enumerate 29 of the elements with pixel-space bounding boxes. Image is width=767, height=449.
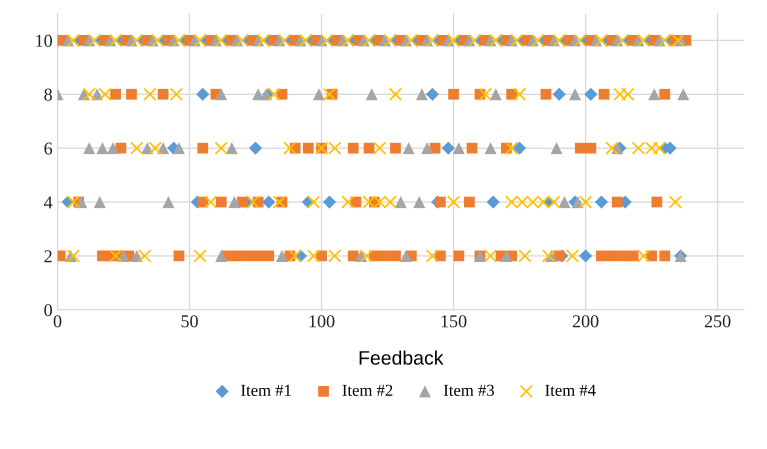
y-tick-label: 0 — [44, 304, 52, 316]
point — [442, 142, 455, 155]
x-tick-label: 100 — [310, 315, 334, 328]
legend-label: Item #4 — [545, 384, 596, 396]
x-tick-label: 50 — [182, 315, 198, 328]
point — [512, 142, 526, 155]
y-tick-label: 2 — [44, 250, 52, 262]
point — [578, 249, 592, 263]
legend-label: Item #2 — [342, 384, 392, 396]
x-tick-label: 150 — [442, 315, 466, 328]
y-tick-label: 4 — [44, 196, 52, 208]
legend-label: Item #3 — [444, 384, 494, 396]
point — [248, 142, 262, 155]
x-tick-label: 0 — [54, 315, 62, 328]
x-tick-label: 200 — [572, 315, 598, 328]
x-axis-title: Feedback — [360, 350, 444, 365]
point — [262, 195, 276, 209]
point — [584, 88, 598, 101]
y-tick-label: 10 — [36, 34, 52, 47]
point — [322, 195, 336, 209]
point — [426, 88, 440, 101]
point — [552, 88, 566, 101]
y-tick-label: 8 — [44, 88, 52, 101]
x-tick-label: 250 — [704, 315, 730, 328]
legend-label: Item #1 — [241, 384, 291, 396]
point — [594, 195, 608, 209]
point — [196, 88, 210, 101]
y-tick-label: 6 — [44, 142, 52, 155]
point — [486, 195, 500, 209]
